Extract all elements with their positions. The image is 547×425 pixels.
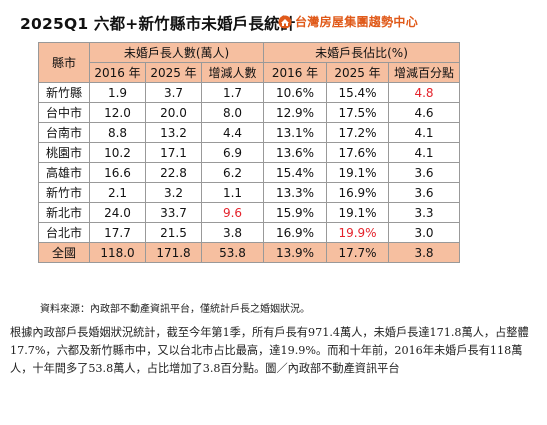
- figure-title: 2025Q1 六都+新竹縣市未婚戶長統計: [20, 15, 296, 33]
- table-row: 新北市 24.0 33.7 9.6 15.9% 19.1% 3.3: [38, 202, 460, 223]
- city-cell: 新竹縣: [38, 82, 90, 103]
- count-change-cell: 6.2: [201, 162, 264, 183]
- share-change-cell: 4.1: [388, 122, 460, 143]
- table-row: 台中市 12.0 20.0 8.0 12.9% 17.5% 4.6: [38, 102, 460, 123]
- count-2025-cell: 3.7: [145, 82, 202, 103]
- count-change-cell: 53.8: [201, 242, 264, 263]
- count-2016-cell: 118.0: [89, 242, 146, 263]
- count-change-cell: 1.7: [201, 82, 264, 103]
- corner-header: 縣市: [38, 42, 90, 83]
- share-2016-cell: 13.3%: [263, 182, 327, 203]
- city-cell: 全國: [38, 242, 90, 263]
- share-2016-cell: 13.9%: [263, 242, 327, 263]
- count-2016-cell: 1.9: [89, 82, 146, 103]
- share-2025-cell: 19.1%: [326, 162, 389, 183]
- share-2025-cell-highlight: 19.9%: [326, 222, 389, 243]
- city-cell: 台北市: [38, 222, 90, 243]
- share-change-cell: 3.8: [388, 242, 460, 263]
- table-row: 台南市 8.8 13.2 4.4 13.1% 17.2% 4.1: [38, 122, 460, 143]
- share-2016-cell: 15.9%: [263, 202, 327, 223]
- city-cell: 新北市: [38, 202, 90, 223]
- count-2025-cell: 3.2: [145, 182, 202, 203]
- count-2016-cell: 8.8: [89, 122, 146, 143]
- count-change-cell: 4.4: [201, 122, 264, 143]
- count-2025-cell: 13.2: [145, 122, 202, 143]
- city-cell: 桃園市: [38, 142, 90, 163]
- sub-header: 2016 年: [263, 62, 327, 83]
- sub-header: 增減人數: [201, 62, 264, 83]
- sub-header: 2025 年: [326, 62, 389, 83]
- city-cell: 台南市: [38, 122, 90, 143]
- share-change-cell-highlight: 4.8: [388, 82, 460, 103]
- household-head-table: 縣市 未婚戶長人數(萬人) 未婚戶長佔比(%) 2016 年 2025 年 增減…: [38, 42, 460, 263]
- group-header-share: 未婚戶長佔比(%): [263, 42, 460, 63]
- count-change-cell: 6.9: [201, 142, 264, 163]
- share-2025-cell: 16.9%: [326, 182, 389, 203]
- count-2016-cell: 2.1: [89, 182, 146, 203]
- count-2025-cell: 171.8: [145, 242, 202, 263]
- share-2025-cell: 17.5%: [326, 102, 389, 123]
- table-row: 新竹市 2.1 3.2 1.1 13.3% 16.9% 3.6: [38, 182, 460, 203]
- group-header-count: 未婚戶長人數(萬人): [89, 42, 264, 63]
- table-row: 新竹縣 1.9 3.7 1.7 10.6% 15.4% 4.8: [38, 82, 460, 103]
- sub-header: 2016 年: [89, 62, 146, 83]
- count-2016-cell: 12.0: [89, 102, 146, 123]
- city-cell: 新竹市: [38, 182, 90, 203]
- share-2025-cell: 17.6%: [326, 142, 389, 163]
- article-paragraph: 根據內政部戶長婚姻狀況統計，截至今年第1季，所有戶長有971.4萬人，未婚戶長達…: [10, 326, 529, 375]
- count-change-cell: 1.1: [201, 182, 264, 203]
- sub-header: 增減百分點: [388, 62, 460, 83]
- sub-header: 2025 年: [145, 62, 202, 83]
- table-row: 桃園市 10.2 17.1 6.9 13.6% 17.6% 4.1: [38, 142, 460, 163]
- share-2016-cell: 13.1%: [263, 122, 327, 143]
- share-2025-cell: 19.1%: [326, 202, 389, 223]
- share-change-cell: 4.1: [388, 142, 460, 163]
- house-flame-logo-icon: [278, 15, 292, 28]
- count-2025-cell: 17.1: [145, 142, 202, 163]
- share-2025-cell: 17.7%: [326, 242, 389, 263]
- statistics-figure: 2025Q1 六都+新竹縣市未婚戶長統計 台灣房屋集團趨勢中心 縣市 未婚戶長人…: [16, 6, 508, 315]
- share-2016-cell: 16.9%: [263, 222, 327, 243]
- share-2016-cell: 13.6%: [263, 142, 327, 163]
- count-2016-cell: 16.6: [89, 162, 146, 183]
- count-change-cell-highlight: 9.6: [201, 202, 264, 223]
- brand: 台灣房屋集團趨勢中心: [278, 13, 418, 30]
- table-row: 台北市 17.7 21.5 3.8 16.9% 19.9% 3.0: [38, 222, 460, 243]
- table-row: 高雄市 16.6 22.8 6.2 15.4% 19.1% 3.6: [38, 162, 460, 183]
- count-2025-cell: 33.7: [145, 202, 202, 223]
- share-change-cell: 4.6: [388, 102, 460, 123]
- share-change-cell: 3.6: [388, 162, 460, 183]
- share-2025-cell: 15.4%: [326, 82, 389, 103]
- city-cell: 高雄市: [38, 162, 90, 183]
- share-2016-cell: 12.9%: [263, 102, 327, 123]
- count-2025-cell: 20.0: [145, 102, 202, 123]
- brand-name: 台灣房屋集團趨勢中心: [295, 15, 419, 29]
- share-2016-cell: 10.6%: [263, 82, 327, 103]
- count-change-cell: 8.0: [201, 102, 264, 123]
- count-2025-cell: 21.5: [145, 222, 202, 243]
- city-cell: 台中市: [38, 102, 90, 123]
- share-2025-cell: 17.2%: [326, 122, 389, 143]
- share-change-cell: 3.3: [388, 202, 460, 223]
- count-2016-cell: 10.2: [89, 142, 146, 163]
- total-row: 全國 118.0 171.8 53.8 13.9% 17.7% 3.8: [38, 242, 460, 263]
- share-2016-cell: 15.4%: [263, 162, 327, 183]
- source-note: 資料來源：內政部不動產資訊平台，僅統計戶長之婚姻狀況。: [40, 304, 310, 315]
- share-change-cell: 3.6: [388, 182, 460, 203]
- title-row: 2025Q1 六都+新竹縣市未婚戶長統計 台灣房屋集團趨勢中心: [16, 6, 508, 34]
- count-2025-cell: 22.8: [145, 162, 202, 183]
- count-2016-cell: 24.0: [89, 202, 146, 223]
- share-change-cell: 3.0: [388, 222, 460, 243]
- count-2016-cell: 17.7: [89, 222, 146, 243]
- count-change-cell: 3.8: [201, 222, 264, 243]
